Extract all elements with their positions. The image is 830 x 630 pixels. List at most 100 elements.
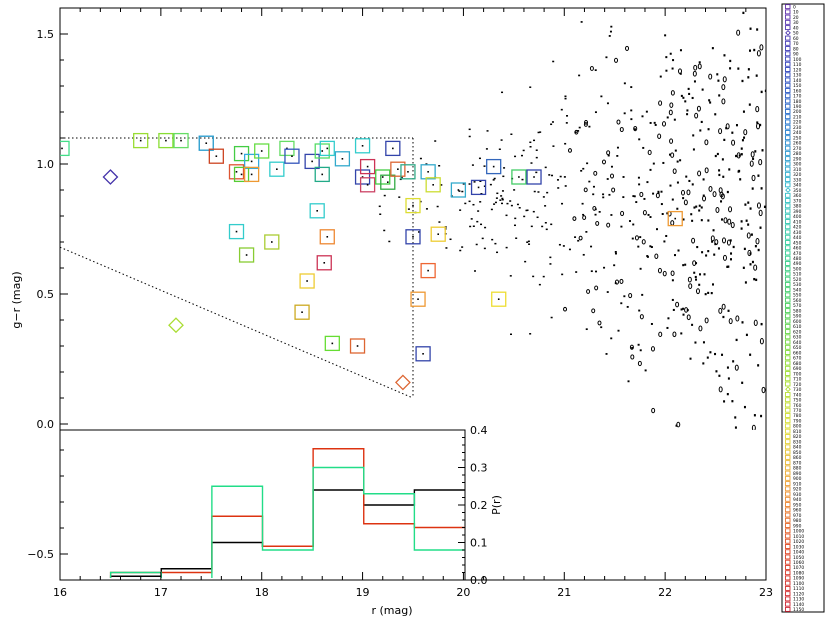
background-point xyxy=(649,245,652,248)
candidate-center-dot xyxy=(674,217,677,220)
candidate-square xyxy=(324,335,340,352)
background-point xyxy=(695,288,700,295)
colorbar-square-swatch xyxy=(785,481,791,487)
background-point xyxy=(718,128,723,135)
colorbar-label: 630 xyxy=(793,335,802,341)
background-point xyxy=(598,211,601,213)
colorbar-label: 40 xyxy=(793,25,799,31)
background-point xyxy=(594,69,597,72)
background-point xyxy=(734,364,739,371)
background-point xyxy=(477,210,480,212)
background-point xyxy=(473,181,476,183)
background-point xyxy=(670,90,675,96)
colorbar-label: 20 xyxy=(793,15,799,21)
colorbar-square-swatch xyxy=(785,103,791,109)
candidate-center-dot xyxy=(397,168,399,170)
background-point xyxy=(589,66,594,71)
colorbar-label: 730 xyxy=(793,387,802,393)
background-point xyxy=(737,170,740,173)
colorbar-square-swatch xyxy=(785,67,791,72)
background-point xyxy=(751,174,756,182)
colorbar-square-swatch xyxy=(785,585,791,591)
background-point xyxy=(669,52,672,55)
background-point xyxy=(585,328,588,331)
background-point xyxy=(459,209,462,211)
colorbar-label: 190 xyxy=(793,104,802,110)
x-tick-label: 23 xyxy=(759,586,773,599)
candidate-square xyxy=(425,177,441,193)
background-point xyxy=(472,225,475,227)
colorbar-square-swatch xyxy=(785,287,791,293)
background-point xyxy=(697,170,702,177)
background-point xyxy=(692,70,697,77)
background-point xyxy=(760,187,763,190)
background-point xyxy=(709,351,712,354)
colorbar-label: 880 xyxy=(793,466,802,472)
background-point xyxy=(726,366,729,369)
candidate-center-dot xyxy=(215,155,218,157)
colorbar-label: 420 xyxy=(793,225,802,231)
candidate-square xyxy=(264,234,280,250)
background-point xyxy=(518,207,521,209)
background-point xyxy=(479,180,482,183)
candidate-center-dot xyxy=(205,142,208,144)
background-point xyxy=(685,175,688,178)
background-point xyxy=(485,148,488,150)
colorbar-square-swatch xyxy=(785,423,791,429)
candidate-square xyxy=(390,161,406,177)
background-point xyxy=(620,225,623,228)
background-point xyxy=(723,217,728,224)
colorbar-label: 270 xyxy=(793,146,802,152)
background-point xyxy=(582,167,585,170)
background-point xyxy=(696,437,698,439)
colorbar-label: 680 xyxy=(793,361,802,367)
background-point xyxy=(419,157,422,160)
background-point xyxy=(740,227,743,230)
colorbar-square-swatch xyxy=(785,161,791,167)
background-point xyxy=(758,158,763,166)
x-tick-label: 22 xyxy=(658,586,672,599)
background-point xyxy=(725,123,730,130)
background-point xyxy=(561,202,564,205)
background-point xyxy=(673,254,676,257)
colorbar-square-swatch xyxy=(785,580,791,586)
background-point xyxy=(754,150,757,153)
candidate-square xyxy=(526,169,542,185)
background-point xyxy=(755,238,760,245)
candidate-center-dot xyxy=(180,139,182,142)
background-point xyxy=(699,273,702,276)
colorbar-square-swatch xyxy=(785,88,791,93)
background-point xyxy=(708,99,711,102)
colorbar-label: 930 xyxy=(793,492,802,498)
background-point xyxy=(682,96,685,99)
background-point xyxy=(713,253,716,256)
colorbar-label: 750 xyxy=(793,398,802,404)
background-point xyxy=(691,219,694,222)
background-point xyxy=(639,314,644,320)
colorbar-label: 330 xyxy=(793,177,802,183)
background-point xyxy=(626,305,629,308)
background-point xyxy=(682,218,685,221)
background-point xyxy=(760,322,763,326)
colorbar-square-swatch xyxy=(785,371,791,376)
background-point xyxy=(425,163,428,165)
colorbar-label: 360 xyxy=(793,193,802,199)
background-point xyxy=(491,238,494,241)
histogram-tick-label: 0.0 xyxy=(470,574,488,587)
candidate-center-dot xyxy=(381,176,384,178)
background-point xyxy=(679,159,682,162)
candidate-square xyxy=(385,140,401,157)
background-point xyxy=(492,179,495,181)
colorbar-square-swatch xyxy=(785,397,791,403)
candidate-center-dot xyxy=(386,181,389,183)
candidate-center-dot xyxy=(331,342,334,345)
background-point xyxy=(757,174,760,177)
background-point xyxy=(529,333,532,335)
background-point xyxy=(756,123,761,130)
colorbar-square-swatch xyxy=(785,224,791,230)
colorbar-square-swatch xyxy=(785,323,791,329)
candidate-center-dot xyxy=(427,269,429,272)
colorbar-square-swatch xyxy=(785,606,791,612)
background-point xyxy=(718,374,721,377)
background-point xyxy=(756,28,759,31)
